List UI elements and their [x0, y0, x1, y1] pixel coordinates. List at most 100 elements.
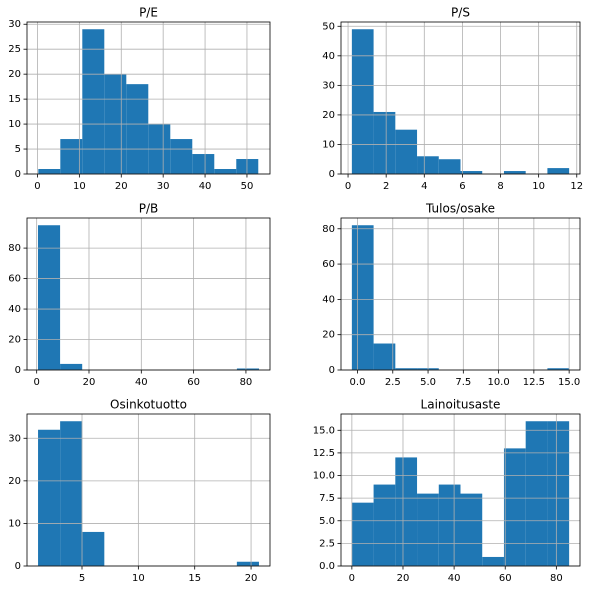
subplot-title: Osinkotuotto: [110, 398, 187, 412]
y-tick-label: 10: [8, 119, 21, 130]
bar: [214, 169, 237, 174]
subplot-title: P/B: [139, 202, 159, 216]
x-tick-label: 60: [499, 573, 512, 584]
x-tick-label: 0: [345, 181, 351, 192]
bar: [351, 502, 374, 566]
y-tick-label: 30: [8, 433, 21, 444]
y-tick-label: 0: [15, 365, 21, 376]
x-tick-label: 5: [79, 573, 85, 584]
axes-frame: [340, 21, 581, 175]
y-tick-label: 20: [322, 330, 335, 341]
bar: [373, 343, 396, 370]
subplot-title: Lainoitusaste: [421, 398, 501, 412]
bar: [438, 484, 461, 566]
x-tick-label: 30: [157, 181, 170, 192]
bar: [373, 484, 396, 566]
y-tick-label: 60: [322, 259, 335, 270]
bar: [395, 457, 418, 566]
y-tick-label: 10.0: [313, 471, 335, 482]
axes-frame: [26, 413, 271, 567]
bar: [38, 169, 61, 174]
bar: [547, 421, 570, 566]
x-tick-label: 7.5: [455, 377, 471, 388]
x-tick-label: 50: [241, 181, 254, 192]
bar: [438, 159, 461, 174]
bar: [126, 84, 149, 174]
x-tick-label: 10: [532, 181, 545, 192]
bar: [37, 225, 61, 370]
y-tick-label: 2.5: [319, 538, 335, 549]
y-tick-label: 20: [322, 110, 335, 121]
y-tick-label: 10: [8, 518, 21, 529]
x-tick-label: 0: [349, 573, 355, 584]
bar: [503, 448, 526, 566]
y-tick-label: 20: [8, 476, 21, 487]
bar: [351, 29, 374, 174]
x-tick-label: 10: [132, 573, 145, 584]
y-tick-label: 5.0: [319, 516, 335, 527]
x-tick-label: 60: [187, 377, 200, 388]
x-tick-label: 40: [135, 377, 148, 388]
y-tick-label: 0: [329, 365, 335, 376]
bar: [236, 561, 259, 566]
bar: [82, 531, 105, 566]
x-tick-label: 20: [83, 377, 96, 388]
x-tick-label: 12: [570, 181, 583, 192]
x-tick-label: 20: [397, 573, 410, 584]
y-tick-label: 15: [8, 94, 21, 105]
x-tick-label: 15: [188, 573, 201, 584]
y-tick-label: 20: [8, 335, 21, 346]
y-tick-label: 15.0: [313, 425, 335, 436]
bar: [395, 368, 418, 370]
y-tick-label: 12.5: [313, 448, 335, 459]
x-tick-label: 40: [448, 573, 461, 584]
x-tick-label: 20: [245, 573, 258, 584]
y-tick-label: 40: [322, 294, 335, 305]
subplot-title: Tulos/osake: [425, 202, 495, 216]
bar: [373, 111, 396, 174]
bar: [60, 421, 83, 566]
bar: [417, 493, 439, 566]
axes-frame: [340, 217, 581, 371]
x-tick-label: 0.0: [350, 377, 366, 388]
x-tick-label: 6: [459, 181, 465, 192]
bar: [482, 556, 504, 566]
x-tick-label: 10: [73, 181, 86, 192]
bar: [192, 154, 215, 174]
x-tick-label: 40: [199, 181, 212, 192]
x-tick-label: 4: [421, 181, 427, 192]
bar: [170, 139, 193, 174]
y-tick-label: 10: [322, 139, 335, 150]
bar: [417, 156, 439, 174]
x-tick-label: 2.5: [385, 377, 401, 388]
bar: [525, 421, 548, 566]
y-tick-label: 0: [15, 169, 21, 180]
y-tick-label: 40: [322, 51, 335, 62]
y-tick-label: 50: [322, 21, 335, 32]
bar: [547, 368, 570, 370]
y-tick-label: 25: [8, 44, 21, 55]
x-tick-label: 80: [550, 573, 563, 584]
y-tick-label: 7.5: [319, 493, 335, 504]
y-tick-label: 30: [8, 19, 21, 30]
bar: [547, 168, 570, 174]
bar: [503, 171, 526, 174]
y-tick-label: 0: [329, 169, 335, 180]
bar: [38, 429, 61, 566]
bar: [460, 493, 483, 566]
x-tick-label: 15.0: [558, 377, 580, 388]
x-tick-label: 8: [497, 181, 503, 192]
bar: [351, 225, 374, 370]
y-tick-label: 80: [322, 224, 335, 235]
bar: [395, 129, 418, 174]
y-tick-label: 30: [322, 80, 335, 91]
bar: [60, 363, 83, 370]
y-tick-label: 60: [8, 274, 21, 285]
bar: [60, 139, 83, 174]
bar: [82, 29, 105, 174]
x-tick-label: 12.5: [523, 377, 545, 388]
x-tick-label: 0: [33, 377, 39, 388]
x-tick-label: 5.0: [420, 377, 436, 388]
x-tick-label: 2: [383, 181, 389, 192]
